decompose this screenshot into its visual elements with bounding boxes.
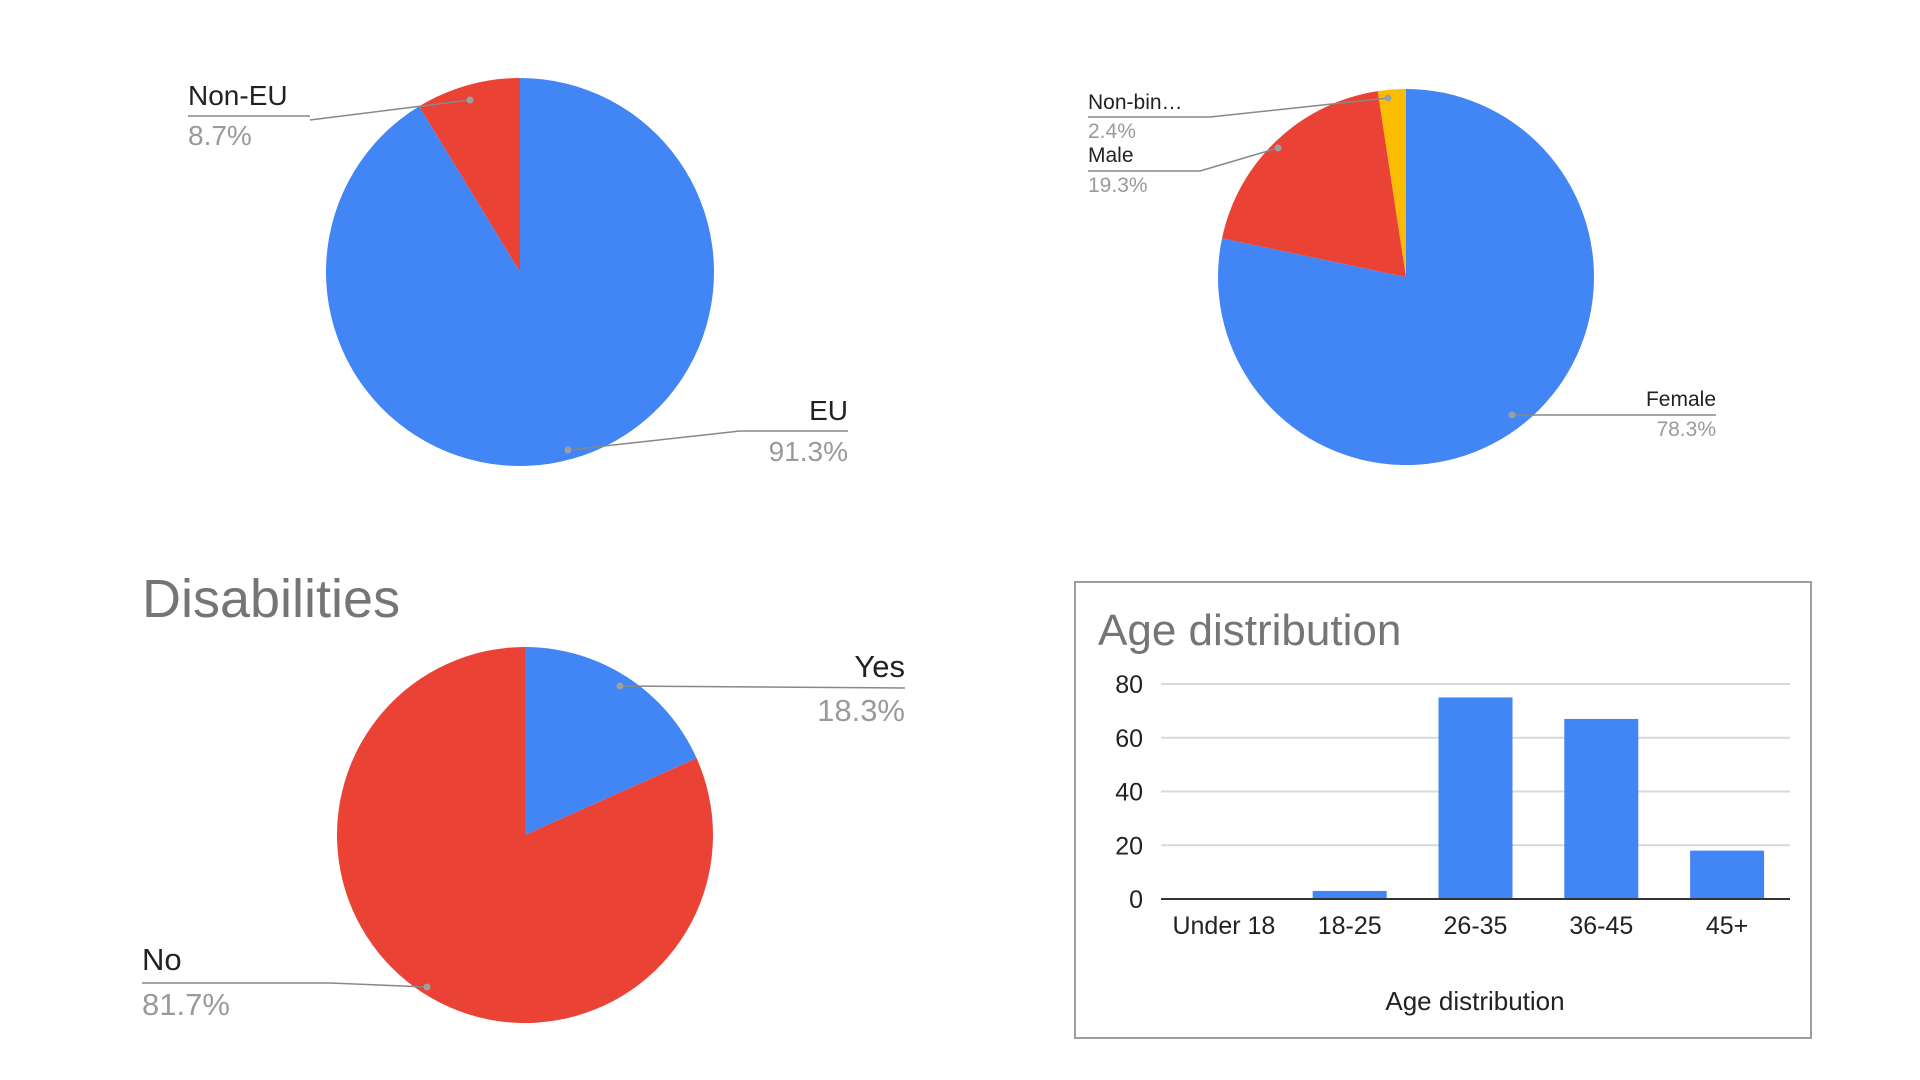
leader-line-no <box>142 982 428 988</box>
leader-dot-eu <box>564 446 572 454</box>
leader-line-eu <box>567 430 848 451</box>
x-tick-label: Under 18 <box>1172 912 1275 940</box>
slice-label-female: Female <box>1646 388 1716 411</box>
x-axis-label: Age distribution <box>1385 986 1564 1016</box>
y-tick-label: 0 <box>1129 886 1143 914</box>
bar-chart-region: Age distribution 0 20 40 60 80 Under 18 18-25… <box>1074 581 1812 1039</box>
leader-line-yes <box>619 685 906 689</box>
y-tick-label: 80 <box>1115 671 1143 699</box>
slice-label-eu: EU <box>809 395 848 426</box>
slice-value-female: 78.3% <box>1656 418 1716 441</box>
bar-45 <box>1690 850 1765 899</box>
slice-label-non-binary: Non-bin… <box>1088 91 1183 114</box>
bar-18-25 <box>1312 890 1387 899</box>
slice-label-yes: Yes <box>854 649 905 684</box>
leader-line-male <box>1088 147 1279 172</box>
bar-26-35 <box>1438 697 1513 899</box>
pie-slice-non-eu <box>419 78 520 272</box>
leader-line-non-binary <box>1088 97 1389 118</box>
pie-slice-female <box>1217 89 1594 465</box>
leader-dot-yes <box>616 682 624 690</box>
leader-dot-male <box>1274 144 1282 152</box>
leader-dot-no <box>423 983 431 991</box>
x-tick-label: 18-25 <box>1318 912 1382 940</box>
pie-chart-region: Disabilities Yes 18.3% No 81.7% <box>142 569 906 1023</box>
x-tick-label: 45+ <box>1706 912 1748 940</box>
leader-dot-non-eu <box>466 96 474 104</box>
slice-value-non-eu: 8.7% <box>188 120 252 151</box>
pie-chart-region: Non-EU 8.7% EU 91.3% <box>188 78 848 467</box>
leader-dot-non-binary <box>1384 94 1392 102</box>
slice-label-non-eu: Non-EU <box>188 80 288 111</box>
pie-slice-non-bin <box>1377 89 1406 277</box>
slice-value-yes: 18.3% <box>817 693 905 728</box>
pie-slice-no <box>336 647 713 1023</box>
slice-value-non-binary: 2.4% <box>1088 120 1136 143</box>
leader-line-non-eu <box>309 99 471 121</box>
slice-value-no: 81.7% <box>142 987 230 1022</box>
x-tick-label: 26-35 <box>1444 912 1508 940</box>
y-tick-label: 60 <box>1115 725 1143 753</box>
leader-dot-female <box>1508 411 1516 419</box>
chart-title-age: Age distribution <box>1098 606 1401 655</box>
slice-label-male: Male <box>1088 144 1134 167</box>
pie-chart-region: Non-bin… 2.4% Male 19.3% Female 78.3% <box>1088 89 1716 465</box>
y-tick-label: 40 <box>1115 779 1143 807</box>
bar-36-45 <box>1564 718 1639 899</box>
pie-slice-male <box>1222 91 1406 277</box>
slice-label-no: No <box>142 942 182 977</box>
pie-slice-yes <box>525 647 697 835</box>
y-tick-label: 20 <box>1115 832 1143 860</box>
slice-value-male: 19.3% <box>1088 174 1148 197</box>
slice-value-eu: 91.3% <box>769 436 848 467</box>
chart-title-disabilities: Disabilities <box>142 569 400 629</box>
x-tick-label: 36-45 <box>1569 912 1633 940</box>
